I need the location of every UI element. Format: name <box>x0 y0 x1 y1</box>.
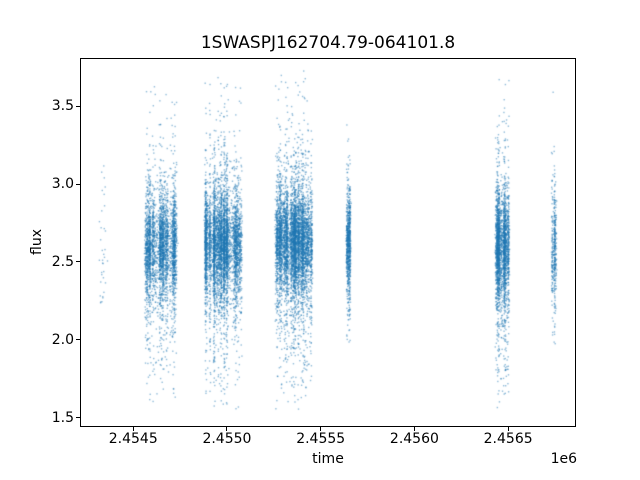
x-tick-mark <box>320 427 322 431</box>
y-tick-label: 2.5 <box>51 253 74 270</box>
y-tick-mark <box>76 417 80 419</box>
scatter-plot-canvas <box>80 58 576 427</box>
x-tick-label: 2.4555 <box>296 431 346 447</box>
x-tick-mark <box>413 427 415 431</box>
x-tick-mark <box>507 427 509 431</box>
plot-title: 1SWASPJ162704.79-064101.8 <box>200 33 456 53</box>
y-tick-mark <box>76 183 80 185</box>
x-tick-label: 2.4560 <box>389 431 439 447</box>
x-tick-mark <box>132 427 134 431</box>
x-tick-mark <box>226 427 228 431</box>
y-tick-label: 2.0 <box>51 331 74 348</box>
x-axis-label: time <box>312 451 344 467</box>
y-axis-label: flux <box>29 229 45 255</box>
y-tick-label: 3.5 <box>51 98 74 115</box>
y-tick-label: 3.0 <box>51 176 74 193</box>
x-tick-label: 2.4550 <box>202 431 252 447</box>
y-tick-label: 1.5 <box>51 409 74 426</box>
x-tick-label: 2.4545 <box>108 431 158 447</box>
y-tick-mark <box>76 339 80 341</box>
x-axis-offset-label: 1e6 <box>550 451 577 467</box>
y-tick-mark <box>76 261 80 263</box>
x-tick-label: 2.4565 <box>483 431 533 447</box>
y-tick-mark <box>76 105 80 107</box>
